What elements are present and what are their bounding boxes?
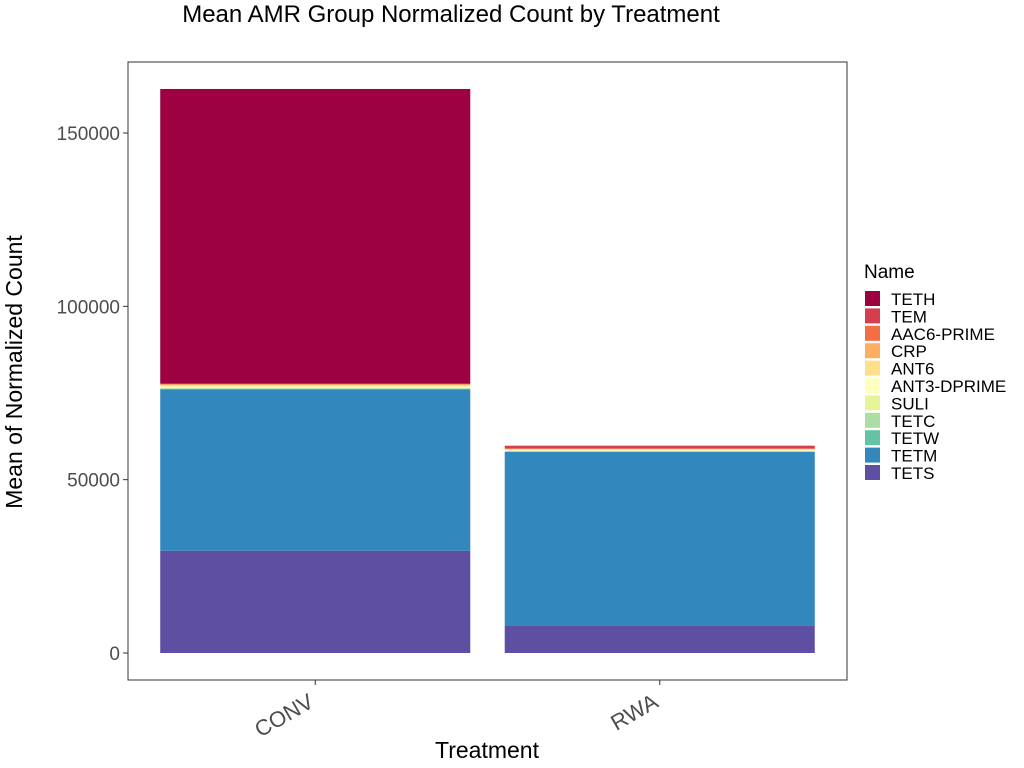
legend-key-teth	[865, 291, 880, 306]
legend-label-tetw: TETW	[891, 429, 939, 448]
bar-segment-rwa-ant6	[504, 449, 815, 451]
legend-key-tetm	[865, 447, 880, 463]
bar-segment-rwa-ant3-dprime	[504, 450, 815, 451]
y-tick-label: 150000	[57, 124, 120, 145]
y-axis: 0 50000 100000 150000	[57, 124, 128, 665]
legend: Name TETHTEMAAC6-PRIMECRPANT6ANT3-DPRIME…	[864, 262, 1006, 483]
y-tick-label: 50000	[67, 471, 120, 492]
legend-label-crp: CRP	[891, 342, 927, 361]
bar-segment-conv-crp	[160, 384, 471, 386]
bar-segment-conv-tetc	[160, 388, 471, 389]
legend-label-ant6: ANT6	[891, 360, 934, 379]
legend-label-tem: TEM	[891, 307, 927, 326]
legend-title: Name	[864, 262, 915, 283]
legend-label-suli: SULI	[891, 394, 929, 413]
y-axis-title: Mean of Normalized Count	[1, 235, 27, 509]
panel-border	[127, 61, 848, 681]
x-axis: CONV RWA	[250, 680, 663, 743]
x-tick-label-rwa: RWA	[606, 689, 662, 736]
bar-segment-conv-teth	[160, 88, 471, 384]
legend-label-tetm: TETM	[891, 447, 937, 466]
bar-segment-rwa-tetm	[504, 451, 815, 626]
legend-label-tetc: TETC	[891, 412, 935, 431]
legend-key-suli	[865, 395, 880, 411]
legend-key-aac6-prime	[865, 325, 880, 341]
bar-segment-conv-tetw	[160, 388, 471, 390]
chart-title: Mean AMR Group Normalized Count by Treat…	[182, 1, 720, 28]
bar-segment-rwa-tets	[504, 625, 815, 653]
legend-key-tetw	[865, 430, 880, 446]
legend-key-ant3-dprime	[865, 378, 880, 393]
bar-segment-rwa-tem	[504, 445, 815, 449]
legend-label-tets: TETS	[891, 464, 934, 483]
legend-key-tetc	[865, 412, 880, 428]
legend-label-ant3-dprime: ANT3-DPRIME	[891, 377, 1006, 396]
x-axis-title: Treatment	[435, 737, 540, 763]
legend-label-aac6-prime: AAC6-PRIME	[891, 325, 995, 344]
y-tick-label: 0	[109, 644, 120, 665]
legend-key-tem	[865, 308, 880, 324]
legend-label-teth: TETH	[891, 290, 935, 309]
plot-area	[160, 88, 815, 653]
bar-segment-conv-tetm	[160, 389, 471, 551]
legend-key-ant6	[865, 360, 880, 376]
x-tick-label-conv: CONV	[250, 689, 318, 743]
bar-segment-conv-ant3-dprime	[160, 386, 471, 388]
bar-segment-conv-suli	[160, 387, 471, 389]
legend-key-tets	[865, 465, 880, 480]
y-tick-label: 100000	[57, 297, 120, 318]
legend-key-crp	[865, 343, 880, 359]
bar-segment-conv-ant6	[160, 385, 471, 387]
bar-segment-conv-tets	[160, 550, 471, 653]
